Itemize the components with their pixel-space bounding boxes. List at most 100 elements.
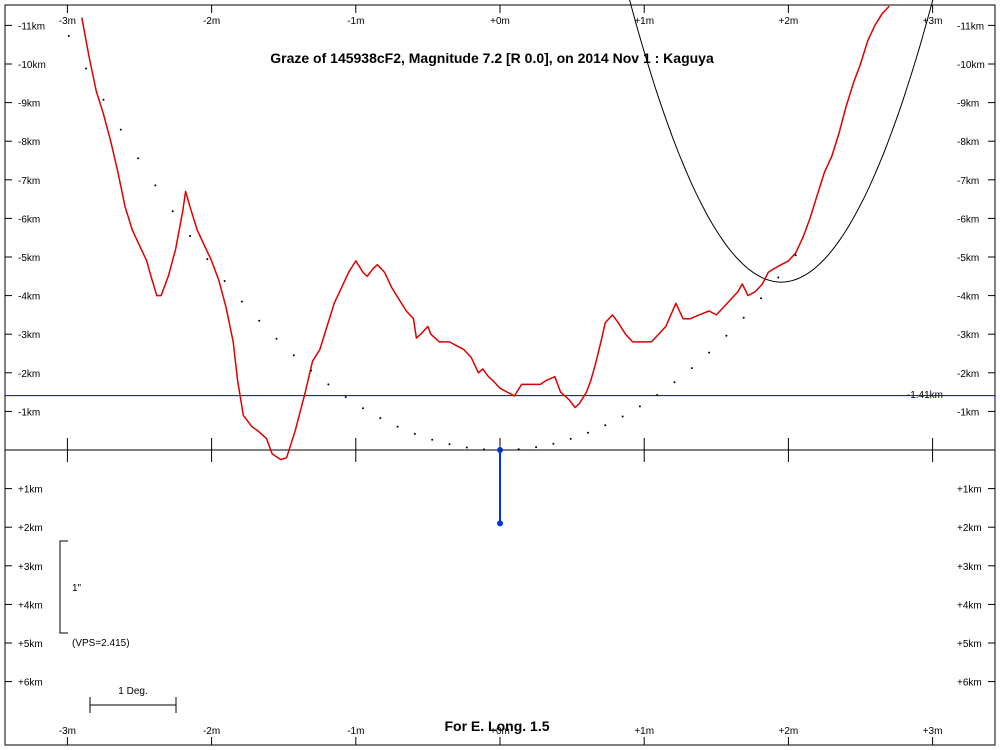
x-tick-label-top: +1m xyxy=(634,16,654,27)
horizontal-scale-bar: 1 Deg. xyxy=(89,686,177,713)
path-dot xyxy=(708,351,711,354)
x-tick-label-top: +3m xyxy=(923,16,943,27)
y-tick-label-right: -10km xyxy=(957,60,985,71)
path-dot xyxy=(85,67,88,70)
path-dot xyxy=(448,443,451,446)
path-dot xyxy=(396,425,399,428)
path-dot xyxy=(171,210,174,213)
y-tick-label-left: -8km xyxy=(18,137,40,148)
plot-frame xyxy=(4,4,996,746)
path-dot xyxy=(189,234,191,237)
path-dot xyxy=(569,437,572,440)
x-tick-label-top: -3m xyxy=(59,16,76,27)
x-tick-label-bottom: -1m xyxy=(347,726,364,737)
path-dot xyxy=(240,300,243,303)
y-tick-label-left: +1km xyxy=(18,485,43,496)
path-dot xyxy=(777,276,780,279)
y-tick-label-right: -1km xyxy=(957,407,979,418)
path-dot xyxy=(621,415,624,418)
x-tick-label-bottom: -2m xyxy=(203,726,220,737)
x-tick-label-bottom: +2m xyxy=(779,726,799,737)
path-dot xyxy=(413,432,416,435)
x-tick-label-bottom: +1m xyxy=(634,726,654,737)
vertical-scale-bar: 1" (VPS=2.415) xyxy=(59,540,130,649)
path-dot xyxy=(223,280,226,282)
curves xyxy=(5,0,995,527)
path-dot xyxy=(656,394,659,396)
y-tick-label-right: -3km xyxy=(957,330,979,341)
path-dot xyxy=(760,297,762,300)
path-dot xyxy=(517,448,520,451)
limb-parabola xyxy=(629,0,934,283)
y-tick-label-right: -8km xyxy=(957,137,979,148)
y-tick-label-left: -2km xyxy=(18,369,40,380)
y-tick-label-left: +4km xyxy=(18,600,43,611)
path-dot xyxy=(690,367,693,370)
horizontal-scale-label: 1 Deg. xyxy=(118,686,147,697)
y-tick-label-right: -5km xyxy=(957,253,979,264)
path-dot xyxy=(362,407,364,410)
chart-footer: For E. Long. 1.5 xyxy=(444,718,549,734)
x-tick-label-top: +2m xyxy=(779,16,799,27)
x-tick-label-top: -1m xyxy=(347,16,364,27)
path-dot xyxy=(673,381,676,384)
y-tick-label-right: +2km xyxy=(957,523,982,534)
path-dot xyxy=(327,383,330,386)
vertical-scale-label: 1" xyxy=(72,583,82,594)
tick-marks xyxy=(5,5,995,745)
y-tick-label-left: -1km xyxy=(18,407,40,418)
lunar-limb-profile xyxy=(81,5,890,461)
y-tick-label-left: -7km xyxy=(18,176,40,187)
y-tick-label-right: +3km xyxy=(957,562,982,573)
path-dot xyxy=(344,396,347,398)
x-tick-label-bottom: +3m xyxy=(923,726,943,737)
path-dot xyxy=(431,438,434,441)
x-tick-label-bottom: +0m xyxy=(490,726,510,737)
chart-title: Graze of 145938cF2, Magnitude 7.2 [R 0.0… xyxy=(270,50,714,66)
y-tick-label-left: -5km xyxy=(18,253,40,264)
path-dot xyxy=(725,334,728,337)
y-tick-label-right: +1km xyxy=(957,485,982,496)
observer-marker-top-dot xyxy=(497,447,503,453)
path-dot xyxy=(67,34,70,37)
path-dot xyxy=(119,128,122,131)
y-tick-label-left: -6km xyxy=(18,214,40,225)
x-tick-label-top: -2m xyxy=(203,16,220,27)
path-dot xyxy=(638,405,641,408)
y-tick-label-left: -10km xyxy=(18,60,46,71)
y-tick-label-right: -11km xyxy=(957,21,984,32)
y-tick-label-left: +2km xyxy=(18,523,43,534)
y-tick-label-left: -3km xyxy=(18,330,40,341)
path-dot xyxy=(258,319,261,322)
y-tick-label-left: -9km xyxy=(18,99,40,110)
y-tick-label-left: +5km xyxy=(18,639,43,650)
path-dot xyxy=(379,417,382,420)
y-tick-label-right: -6km xyxy=(957,214,979,225)
tick-labels: -3m -3m -2m -2m -1m -1m +0m +0m +1m +1m +2m +2m +3m +… xyxy=(18,16,985,737)
y-tick-label-left: +3km xyxy=(18,562,43,573)
x-tick-label-bottom: -3m xyxy=(59,726,76,737)
x-tick-label-top: +0m xyxy=(490,16,510,27)
path-dot xyxy=(552,442,555,445)
path-dot xyxy=(102,98,105,101)
y-tick-label-right: -9km xyxy=(957,99,979,110)
path-dot xyxy=(604,424,607,427)
dotted-path xyxy=(67,34,797,451)
y-tick-label-left: -11km xyxy=(18,21,45,32)
y-tick-label-right: +4km xyxy=(957,600,982,611)
path-dot xyxy=(154,184,157,187)
reference-line-label: -1.41km xyxy=(907,390,943,401)
y-tick-label-right: +6km xyxy=(957,678,982,689)
path-dot xyxy=(535,446,538,449)
path-dot xyxy=(310,369,313,372)
vps-label: (VPS=2.415) xyxy=(72,638,130,649)
path-dot xyxy=(206,258,209,261)
path-dot xyxy=(500,449,503,451)
path-dot xyxy=(794,254,797,257)
y-tick-label-left: -4km xyxy=(18,292,40,303)
path-dot xyxy=(465,446,468,449)
y-tick-label-right: +5km xyxy=(957,639,982,650)
y-tick-label-right: -4km xyxy=(957,292,979,303)
path-dot xyxy=(742,316,745,319)
